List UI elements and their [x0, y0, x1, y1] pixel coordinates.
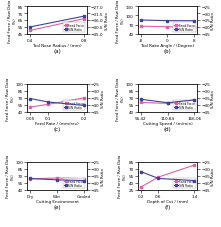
X-axis label: Depth of Cut / (mm): Depth of Cut / (mm): [147, 199, 188, 203]
Y-axis label: S/N Ratio: S/N Ratio: [211, 167, 215, 185]
X-axis label: Cutting Environment: Cutting Environment: [36, 199, 78, 203]
Text: (f): (f): [164, 204, 171, 209]
Y-axis label: Feed Force / Raw Data
(%): Feed Force / Raw Data (%): [6, 154, 14, 197]
Legend: Feed Force, S/N Ratio: Feed Force, S/N Ratio: [63, 101, 85, 111]
Y-axis label: Feed Force / Raw Data
(%): Feed Force / Raw Data (%): [116, 77, 124, 120]
Legend: Feed Force, S/N Ratio: Feed Force, S/N Ratio: [173, 101, 196, 111]
Text: (c): (c): [53, 127, 61, 132]
Y-axis label: S/N Ratio: S/N Ratio: [211, 12, 215, 30]
Y-axis label: S/N Ratio: S/N Ratio: [101, 167, 105, 185]
Y-axis label: S/N Ratio: S/N Ratio: [105, 12, 109, 30]
X-axis label: Tool Nose Radius / (mm): Tool Nose Radius / (mm): [32, 44, 82, 48]
X-axis label: Cutting Speed / (m/min): Cutting Speed / (m/min): [143, 122, 192, 126]
Text: (d): (d): [164, 127, 171, 132]
Legend: Feed Force, S/N Ratio: Feed Force, S/N Ratio: [173, 23, 196, 33]
Text: (a): (a): [53, 49, 61, 54]
Y-axis label: Feed Force / Raw Data
(%): Feed Force / Raw Data (%): [116, 0, 124, 42]
Legend: Feed Force, S/N Ratio: Feed Force, S/N Ratio: [63, 178, 85, 188]
Legend: Feed Force, S/N Ratio: Feed Force, S/N Ratio: [173, 178, 196, 188]
Y-axis label: Feed Force / Raw Data
(%): Feed Force / Raw Data (%): [8, 0, 17, 42]
Text: (e): (e): [53, 204, 61, 209]
Y-axis label: S/N Ratio: S/N Ratio: [101, 89, 105, 107]
X-axis label: Feed Rate / (mm/rev): Feed Rate / (mm/rev): [35, 122, 79, 126]
Legend: Feed Force, S/N Ratio: Feed Force, S/N Ratio: [63, 23, 85, 33]
X-axis label: Tool Rake Angle / (Degree): Tool Rake Angle / (Degree): [140, 44, 194, 48]
Text: (b): (b): [164, 49, 171, 54]
Y-axis label: Feed Force / Raw Data
(%): Feed Force / Raw Data (%): [118, 154, 127, 197]
Y-axis label: Feed Force / Raw Data
(%): Feed Force / Raw Data (%): [6, 77, 14, 120]
Y-axis label: S/N Ratio: S/N Ratio: [211, 89, 215, 107]
